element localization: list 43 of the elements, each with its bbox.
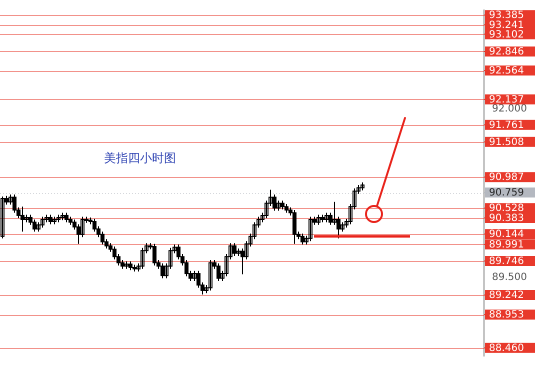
candlestick (308, 216, 312, 242)
ref-line-label: 92.564 (489, 66, 524, 77)
ref-line-label: 91.508 (489, 137, 524, 148)
ref-line-label: 90.987 (489, 172, 524, 184)
candlestick (140, 247, 144, 270)
candlestick (208, 260, 212, 291)
ref-line-label: 89.991 (489, 240, 524, 251)
candlestick (332, 201, 336, 226)
ref-line-label: 93.385 (489, 10, 524, 22)
candlestick (32, 218, 36, 232)
candlestick (64, 212, 68, 223)
ref-line-label: 90.383 (489, 213, 524, 224)
candlestick (232, 242, 236, 256)
y-tick-label: 89.500 (492, 272, 527, 284)
ref-line-label: 89.242 (489, 290, 524, 302)
candlestick (316, 214, 320, 226)
ref-line-label: 90.144 (489, 229, 524, 240)
ref-line-label: 90.528 (489, 203, 524, 214)
ref-line-label: 89.746 (489, 256, 524, 268)
candlestick (272, 194, 276, 212)
ref-line-label: 90.759 (489, 188, 524, 199)
ref-line-label: 93.102 (489, 29, 524, 40)
candlestick (292, 210, 296, 244)
candlestick (324, 212, 328, 223)
candlestick (192, 270, 196, 282)
candlestick (160, 262, 164, 279)
ref-line-label: 92.846 (489, 46, 524, 58)
y-tick-label: 92.000 (492, 103, 527, 114)
candlestick (0, 196, 4, 239)
ref-line-label: 93.241 (489, 20, 524, 31)
ref-line-label: 92.137 (489, 94, 524, 106)
candlestick (40, 216, 44, 228)
candlestick (48, 214, 52, 225)
ref-line-label: 91.761 (489, 120, 524, 131)
candlestick (276, 200, 280, 212)
candlestick (340, 222, 344, 232)
ref-line-label: 88.953 (489, 310, 524, 321)
ref-line-label: 88.460 (489, 342, 524, 354)
candlestick (300, 233, 304, 245)
candlestick (216, 262, 220, 282)
candlestick (152, 243, 156, 266)
annotation: 美指四小时图 (104, 150, 176, 167)
candlestick (20, 206, 24, 232)
